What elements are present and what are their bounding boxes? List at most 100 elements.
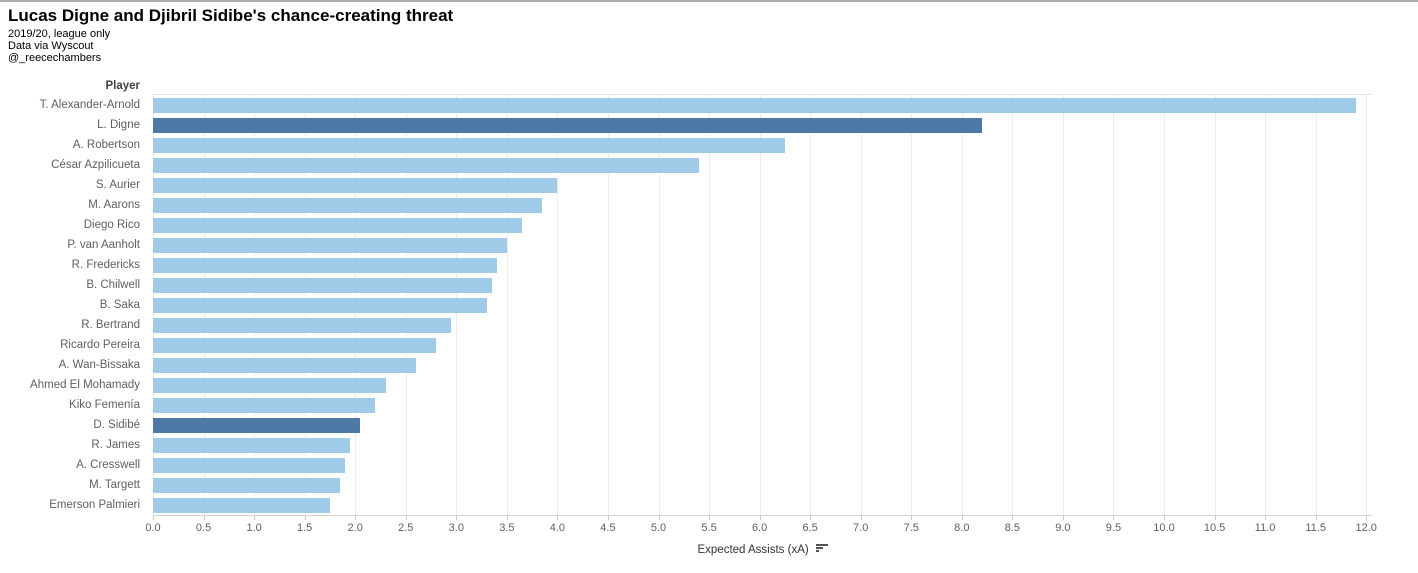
x-tick-label: 1.0 xyxy=(246,522,262,534)
row-label[interactable]: M. Aarons xyxy=(88,199,140,211)
bar[interactable] xyxy=(153,197,543,213)
x-axis-tick xyxy=(658,516,660,520)
x-axis-tick xyxy=(405,516,407,520)
x-tick-label: 3.5 xyxy=(499,522,515,534)
gridline xyxy=(1265,95,1267,515)
row-label[interactable]: Diego Rico xyxy=(83,219,140,231)
x-tick-label: 8.0 xyxy=(954,522,970,534)
x-tick-label: 2.5 xyxy=(398,522,414,534)
gridline xyxy=(1012,95,1014,515)
bar[interactable] xyxy=(153,377,386,393)
x-tick-label: 0.5 xyxy=(195,522,212,534)
gridline xyxy=(961,95,963,515)
row-label[interactable]: T. Alexander-Arnold xyxy=(39,99,140,111)
chart-subtitle-season: 2019/20, league only xyxy=(8,28,111,40)
x-tick-label: 4.5 xyxy=(600,522,616,534)
x-axis-tick xyxy=(1265,516,1267,520)
bar[interactable] xyxy=(153,437,351,453)
row-label[interactable]: B. Saka xyxy=(99,299,140,311)
gridline xyxy=(607,95,609,515)
x-tick-label: 10.0 xyxy=(1153,522,1175,534)
x-axis-tick xyxy=(1214,516,1216,520)
row-label[interactable]: R. Fredericks xyxy=(71,259,140,271)
bar[interactable] xyxy=(153,317,452,333)
row-label[interactable]: L. Digne xyxy=(97,119,140,131)
bar[interactable] xyxy=(153,477,341,493)
x-tick-label: 4.0 xyxy=(549,522,566,534)
x-tick-label: 1.5 xyxy=(296,522,313,534)
x-tick-label: 2.0 xyxy=(347,522,363,534)
row-label[interactable]: A. Robertson xyxy=(72,139,140,151)
x-axis-tick xyxy=(759,516,761,520)
bar[interactable] xyxy=(153,97,1357,113)
bar[interactable] xyxy=(153,397,376,413)
row-field-label[interactable]: Player xyxy=(105,80,140,92)
row-label[interactable]: P. van Aanholt xyxy=(67,239,140,251)
bar[interactable] xyxy=(153,237,507,253)
gridline xyxy=(860,95,862,515)
x-tick-label: 9.5 xyxy=(1105,522,1122,534)
x-tick-label: 0.0 xyxy=(145,522,161,534)
x-axis-tick xyxy=(456,516,458,520)
row-label[interactable]: Emerson Palmieri xyxy=(49,499,140,511)
bar[interactable] xyxy=(153,457,346,473)
row-label[interactable]: S. Aurier xyxy=(95,179,140,191)
bar[interactable] xyxy=(153,297,487,313)
x-tick-label: 12.0 xyxy=(1355,522,1377,534)
row-label[interactable]: R. James xyxy=(91,439,140,451)
x-axis-tick xyxy=(203,516,205,520)
x-tick-label: 5.0 xyxy=(650,522,667,534)
bar[interactable] xyxy=(153,257,497,273)
chart-subtitle-source: Data via Wyscout xyxy=(8,40,94,52)
x-axis-tick xyxy=(557,516,559,520)
gridline xyxy=(1113,95,1115,515)
gridline xyxy=(1366,95,1368,515)
row-label[interactable]: A. Cresswell xyxy=(76,459,140,471)
x-axis-tick xyxy=(153,516,154,520)
row-label[interactable]: Ricardo Pereira xyxy=(60,339,140,351)
bar[interactable] xyxy=(153,497,330,513)
x-tick-label: 11.5 xyxy=(1305,522,1326,534)
x-axis-tick xyxy=(355,516,357,520)
bar-highlighted[interactable] xyxy=(153,117,983,133)
row-label[interactable]: César Azpilicueta xyxy=(51,159,140,171)
row-label[interactable]: D. Sidibé xyxy=(93,419,140,431)
x-tick-label: 3.0 xyxy=(448,522,464,534)
x-axis-line xyxy=(153,515,1373,516)
gridline xyxy=(1214,95,1216,515)
row-label[interactable]: R. Bertrand xyxy=(81,319,140,331)
x-axis-tick xyxy=(1315,516,1317,520)
bar[interactable] xyxy=(153,337,437,353)
x-axis-tick xyxy=(1062,516,1064,520)
row-label[interactable]: M. Targett xyxy=(89,479,140,491)
chart-title: Lucas Digne and Djibril Sidibe's chance-… xyxy=(8,6,454,25)
sort-descending-icon[interactable] xyxy=(815,544,828,553)
gridline xyxy=(810,95,812,515)
x-axis-tick xyxy=(506,516,508,520)
gridline xyxy=(759,95,761,515)
x-axis-tick xyxy=(254,516,256,520)
x-axis-tick xyxy=(709,516,711,520)
gridline xyxy=(557,95,559,515)
row-label[interactable]: B. Chilwell xyxy=(86,279,140,291)
x-axis-tick xyxy=(1164,516,1165,520)
x-tick-label: 7.5 xyxy=(903,522,919,534)
bar[interactable] xyxy=(153,277,492,293)
bar[interactable] xyxy=(153,217,522,233)
x-axis-tick xyxy=(810,516,812,520)
bar[interactable] xyxy=(153,137,785,153)
x-axis-tick xyxy=(1366,516,1368,520)
bar-highlighted[interactable] xyxy=(153,417,361,433)
x-tick-label: 10.5 xyxy=(1203,522,1226,534)
bar[interactable] xyxy=(153,357,416,373)
gridline xyxy=(911,95,913,515)
row-label[interactable]: Kiko Femenía xyxy=(69,399,140,411)
plot-top-divider xyxy=(153,94,1373,95)
gridline xyxy=(658,95,660,515)
row-label[interactable]: A. Wan-Bissaka xyxy=(58,359,140,371)
x-tick-label: 5.5 xyxy=(701,522,717,534)
x-axis-tick xyxy=(607,516,609,520)
bar[interactable] xyxy=(153,157,699,173)
row-label[interactable]: Ahmed El Mohamady xyxy=(30,379,140,391)
bar[interactable] xyxy=(153,177,558,193)
